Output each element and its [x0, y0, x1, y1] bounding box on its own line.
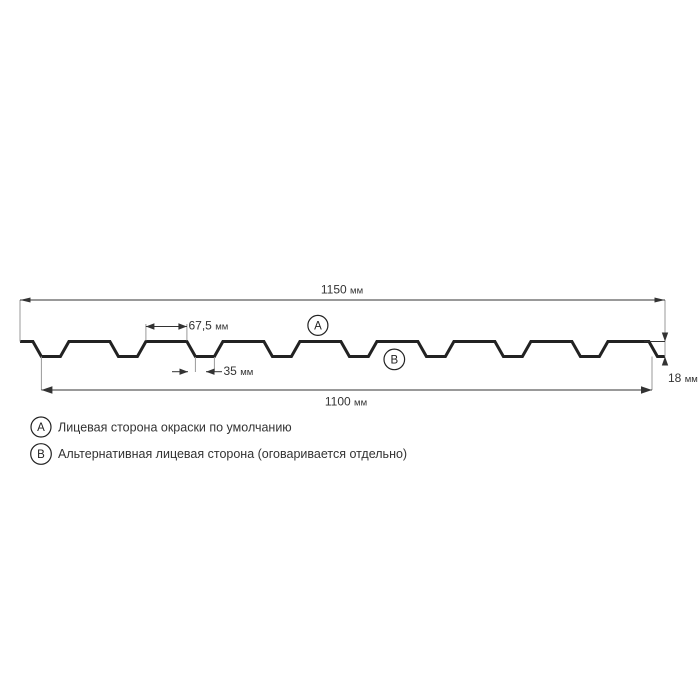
svg-text:67,5 мм: 67,5 мм	[189, 319, 229, 333]
svg-text:1150 мм: 1150 мм	[321, 283, 363, 297]
svg-text:18 мм: 18 мм	[668, 371, 698, 385]
svg-text:B: B	[390, 354, 398, 366]
svg-text:A: A	[314, 320, 322, 332]
svg-text:1100 мм: 1100 мм	[325, 395, 367, 409]
svg-text:B: B	[37, 449, 45, 461]
svg-text:35 мм: 35 мм	[224, 364, 254, 378]
svg-text:Альтернативная лицевая сторона: Альтернативная лицевая сторона (оговарив…	[58, 447, 407, 461]
svg-text:A: A	[37, 422, 45, 434]
svg-text:Лицевая сторона окраски по умо: Лицевая сторона окраски по умолчанию	[58, 421, 292, 435]
